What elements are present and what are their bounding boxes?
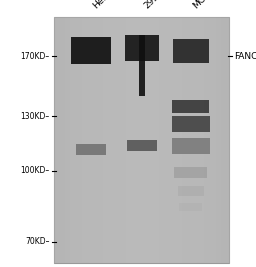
Bar — [172, 116, 210, 132]
Bar — [71, 37, 111, 64]
Bar — [76, 144, 106, 155]
Bar — [172, 100, 209, 113]
Text: 293T: 293T — [142, 0, 164, 11]
Bar — [173, 39, 209, 63]
Bar — [125, 36, 159, 61]
Bar — [139, 35, 145, 96]
Bar — [127, 140, 157, 151]
Bar — [172, 138, 210, 154]
Bar — [174, 167, 207, 178]
Text: 170KD–: 170KD– — [21, 52, 50, 61]
Text: 100KD–: 100KD– — [21, 166, 50, 175]
Text: HeLa: HeLa — [91, 0, 113, 11]
Text: 70KD–: 70KD– — [25, 237, 50, 246]
Text: 130KD–: 130KD– — [21, 112, 50, 121]
Bar — [179, 203, 202, 211]
Bar — [178, 186, 204, 195]
Text: MCF7: MCF7 — [191, 0, 215, 11]
Text: FANCI: FANCI — [234, 52, 256, 61]
Bar — [54, 17, 229, 263]
